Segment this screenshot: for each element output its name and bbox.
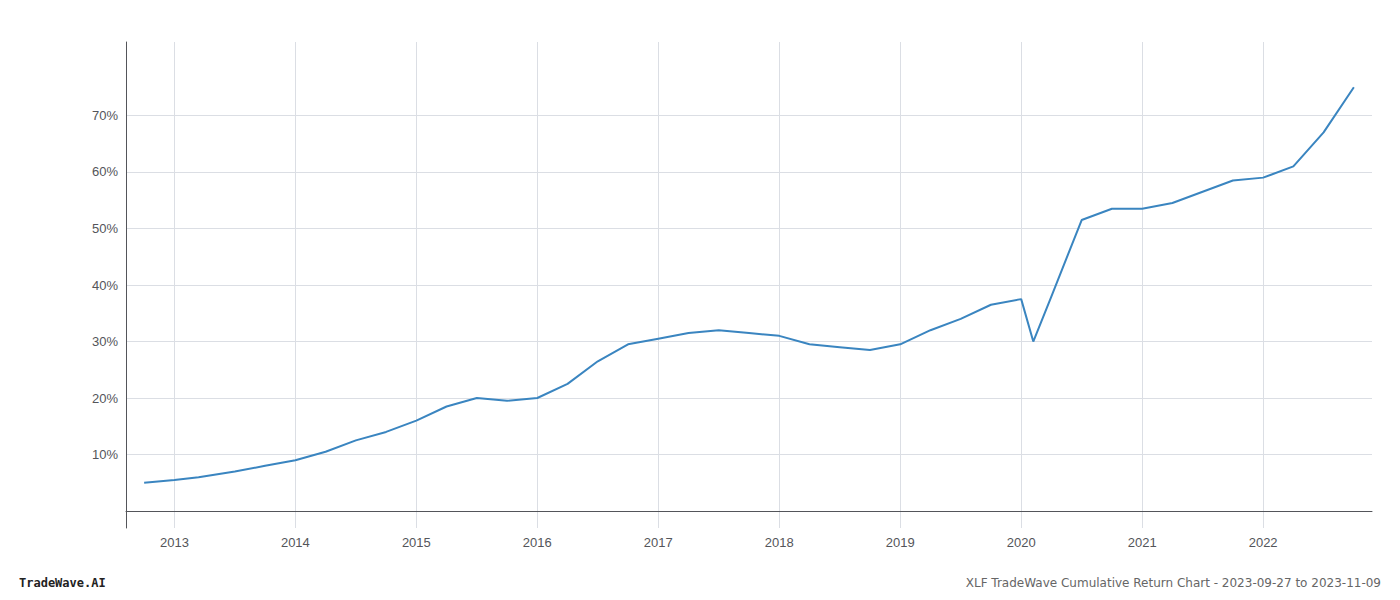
svg-text:2022: 2022 (1249, 535, 1278, 550)
svg-text:XLF TradeWave Cumulative Retur: XLF TradeWave Cumulative Return Chart - … (966, 576, 1381, 590)
svg-text:70%: 70% (92, 108, 118, 123)
svg-text:60%: 60% (92, 164, 118, 179)
svg-text:50%: 50% (92, 221, 118, 236)
svg-text:2015: 2015 (402, 535, 431, 550)
svg-text:2018: 2018 (765, 535, 794, 550)
svg-text:10%: 10% (92, 447, 118, 462)
svg-text:TradeWave.AI: TradeWave.AI (19, 576, 106, 590)
svg-text:2016: 2016 (523, 535, 552, 550)
svg-text:2020: 2020 (1007, 535, 1036, 550)
svg-text:2017: 2017 (644, 535, 673, 550)
svg-text:2013: 2013 (160, 535, 189, 550)
svg-text:40%: 40% (92, 278, 118, 293)
svg-text:20%: 20% (92, 391, 118, 406)
svg-text:2019: 2019 (886, 535, 915, 550)
svg-text:2021: 2021 (1128, 535, 1157, 550)
svg-text:2014: 2014 (281, 535, 310, 550)
svg-text:30%: 30% (92, 334, 118, 349)
